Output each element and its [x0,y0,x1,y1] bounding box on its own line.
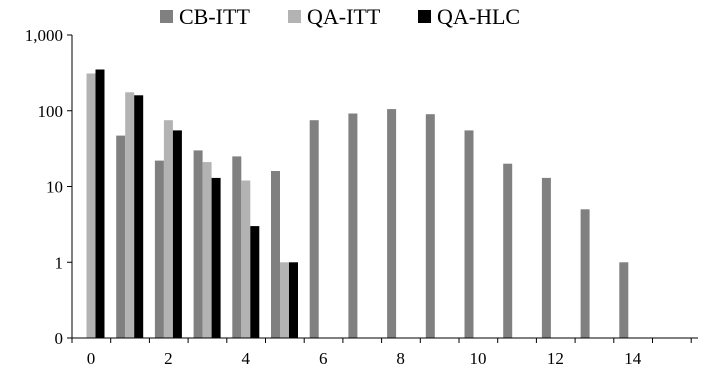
bar-cb-itt-13 [580,209,590,338]
legend-label-qa-itt: QA-ITT [307,4,381,29]
x-tick-label: 6 [319,349,328,368]
bar-cb-itt-10 [464,130,474,338]
chart-bars [86,69,629,339]
y-tick-label: 1 [55,253,64,272]
legend-swatch-qa-hlc [418,10,431,23]
bar-cb-itt-6 [309,120,319,338]
legend-swatch-qa-itt [288,10,301,23]
bar-cb-itt-2 [154,160,164,338]
y-axis-ticks: 0 1 10 100 1,000 [25,26,72,348]
x-axis-ticks: 0 2 4 6 8 10 12 14 [71,338,692,368]
legend-label-cb-itt: CB-ITT [179,4,250,29]
bar-qa-itt-1 [125,92,135,338]
x-tick-label: 4 [242,349,251,368]
bar-cb-itt-12 [541,177,551,338]
x-tick-label: 10 [470,349,487,368]
bar-cb-itt-7 [348,113,358,338]
bar-cb-itt-9 [425,114,435,338]
bar-qa-itt-3 [202,162,212,338]
bar-cb-itt-11 [503,163,513,338]
bar-qa-itt-5 [280,262,289,339]
chart-legend: CB-ITT QA-ITT QA-HLC [160,4,520,29]
bar-qa-itt-2 [163,120,173,338]
y-tick-label: 1,000 [25,26,63,45]
y-tick-label: 10 [46,178,63,197]
bar-qa-hlc-5 [289,262,298,339]
x-tick-label: 14 [624,349,642,368]
bar-qa-itt-4 [241,180,251,338]
x-tick-label: 0 [87,349,96,368]
x-tick-label: 8 [396,349,405,368]
bar-cb-itt-8 [387,109,397,338]
bar-qa-hlc-0 [95,69,105,338]
bar-cb-itt-4 [232,156,242,338]
bar-qa-itt-0 [86,73,96,338]
bar-qa-hlc-3 [211,177,221,338]
bar-cb-itt-5 [271,171,280,338]
x-tick-label: 2 [164,349,173,368]
y-tick-label: 0 [55,329,64,348]
bar-cb-itt-3 [193,150,203,338]
legend-swatch-cb-itt [160,10,173,23]
bar-cb-itt-14 [619,262,629,339]
y-tick-label: 100 [38,102,64,121]
x-tick-label: 12 [547,349,564,368]
bar-cb-itt-1 [116,135,126,338]
bar-qa-hlc-2 [172,130,182,338]
bar-qa-hlc-1 [134,95,144,338]
legend-label-qa-hlc: QA-HLC [437,4,520,29]
bar-qa-hlc-4 [250,226,260,338]
